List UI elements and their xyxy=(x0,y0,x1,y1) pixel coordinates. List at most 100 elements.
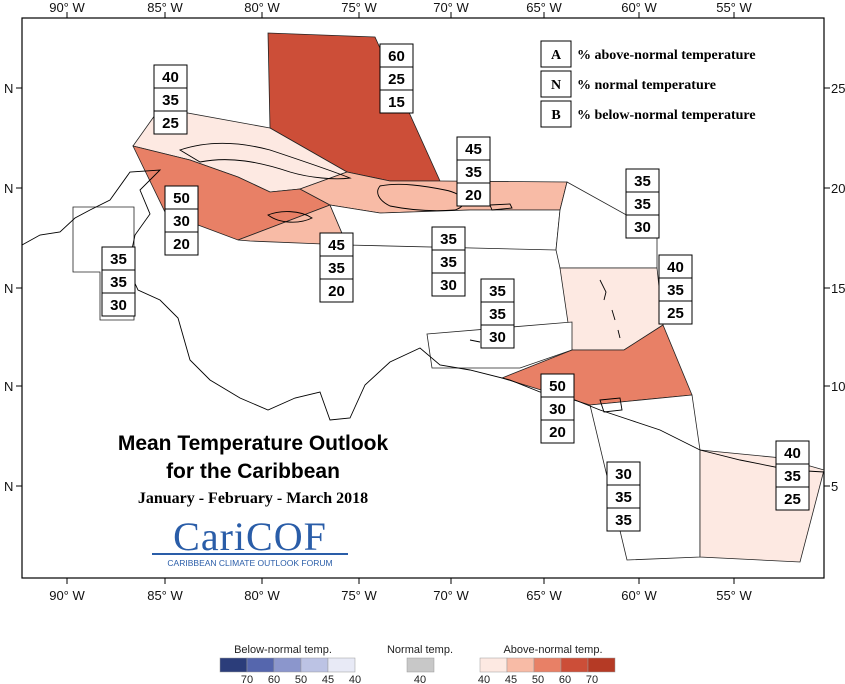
prob-normal: 35 xyxy=(440,254,457,271)
map-title: Mean Temperature Outlook xyxy=(118,432,389,455)
prob-stack-cuba-west: 40 35 25 xyxy=(153,64,188,135)
prob-below: 30 xyxy=(110,297,127,314)
key-text-below: % below-normal temperature xyxy=(577,108,756,123)
prob-stack-hispaniola-south: 35 35 30 xyxy=(431,226,466,297)
prob-stack-guyana: 30 35 35 xyxy=(606,461,641,532)
map-period: January - February - March 2018 xyxy=(138,490,368,507)
prob-cell-box xyxy=(379,89,414,114)
lon-label: 60° W xyxy=(621,0,657,15)
prob-above: 45 xyxy=(465,141,482,158)
prob-below: 20 xyxy=(328,283,345,300)
prob-cell-box xyxy=(153,110,188,135)
prob-above: 50 xyxy=(173,190,190,207)
title-block: Mean Temperature Outlook for the Caribbe… xyxy=(118,432,389,568)
prob-above: 45 xyxy=(328,237,345,254)
prob-above: 30 xyxy=(615,466,632,483)
prob-stack-trinidad: 50 30 20 xyxy=(540,373,575,444)
colorbar-below-swatch xyxy=(246,657,275,673)
lon-label: 75° W xyxy=(341,588,377,603)
lon-label: 65° W xyxy=(526,0,562,15)
colorbar-below-tick: 60 xyxy=(268,674,280,684)
prob-above: 40 xyxy=(667,259,684,276)
lon-labels-top: 90° W 85° W 80° W 75° W 70° W 65° W 60° … xyxy=(49,0,752,15)
prob-cell-box xyxy=(775,486,810,511)
prob-above: 35 xyxy=(634,173,651,190)
prob-cell-box xyxy=(164,231,199,256)
colorbar: Below-normal temp. Normal temp. Above-no… xyxy=(219,644,616,684)
lon-label: 70° W xyxy=(433,588,469,603)
colorbar-above-tick: 45 xyxy=(505,674,517,684)
lat-label: N xyxy=(4,379,13,394)
prob-below: 30 xyxy=(440,277,457,294)
prob-below: 30 xyxy=(634,219,651,236)
colorbar-above-swatch xyxy=(533,657,562,673)
prob-stack-cuba-east: 50 30 20 xyxy=(164,185,199,256)
key-letter-normal: N xyxy=(551,78,561,93)
prob-stack-bahamas: 60 25 15 xyxy=(379,43,414,114)
prob-stack-windward: 40 35 25 xyxy=(658,254,693,325)
prob-above: 35 xyxy=(440,231,457,248)
lon-label: 55° W xyxy=(716,0,752,15)
key-letter-above: A xyxy=(551,48,562,63)
prob-normal: 35 xyxy=(465,164,482,181)
prob-normal: 35 xyxy=(110,274,127,291)
colorbar-below-swatch xyxy=(300,657,329,673)
colorbar-below-tick: 40 xyxy=(349,674,361,684)
prob-cell-box xyxy=(480,324,515,349)
prob-below: 35 xyxy=(615,512,632,529)
lat-label: N xyxy=(4,181,13,196)
prob-cell-box xyxy=(456,182,491,207)
key-text-normal: % normal temperature xyxy=(577,78,716,93)
colorbar-below-tick: 45 xyxy=(322,674,334,684)
lon-label: 75° W xyxy=(341,0,377,15)
key-letter-below: B xyxy=(551,108,560,123)
lon-label: 70° W xyxy=(433,0,469,15)
prob-cell-box xyxy=(625,214,660,239)
probability-key: A N B % above-normal temperature % norma… xyxy=(540,40,756,128)
lat-label: 25 xyxy=(831,81,845,96)
prob-normal: 35 xyxy=(784,468,801,485)
prob-below: 15 xyxy=(388,94,405,111)
colorbar-below-swatch xyxy=(273,657,302,673)
prob-normal: 35 xyxy=(634,196,651,213)
prob-cell-box xyxy=(431,272,466,297)
colorbar-below-tick: 50 xyxy=(295,674,307,684)
lat-label: 5 xyxy=(831,479,838,494)
prob-cell-box xyxy=(606,507,641,532)
prob-normal: 35 xyxy=(489,306,506,323)
lat-label: 20 xyxy=(831,181,845,196)
lat-label: 15 xyxy=(831,281,845,296)
prob-normal: 25 xyxy=(388,71,405,88)
colorbar-below-title: Below-normal temp. xyxy=(234,644,332,656)
colorbar-above-title: Above-normal temp. xyxy=(503,644,602,656)
lat-label: N xyxy=(4,281,13,296)
colorbar-normal-title: Normal temp. xyxy=(387,644,453,656)
lat-label: 10 xyxy=(831,379,845,394)
prob-normal: 35 xyxy=(162,92,179,109)
prob-below: 20 xyxy=(465,187,482,204)
prob-normal: 35 xyxy=(328,260,345,277)
prob-cell-box xyxy=(319,278,354,303)
lat-labels-right: 25 20 15 10 5 xyxy=(831,81,845,494)
prob-normal: 35 xyxy=(667,282,684,299)
key-text-above: % above-normal temperature xyxy=(577,48,756,63)
prob-above: 40 xyxy=(784,445,801,462)
prob-above: 50 xyxy=(549,378,566,395)
colorbar-above-tick: 50 xyxy=(532,674,544,684)
colorbar-below-tick: 70 xyxy=(241,674,253,684)
lon-labels-bottom: 90° W 85° W 80° W 75° W 70° W 65° W 60° … xyxy=(49,588,752,603)
prob-cell-box xyxy=(540,419,575,444)
lat-label: N xyxy=(4,479,13,494)
lon-label: 85° W xyxy=(147,0,183,15)
prob-stack-suriname-guiana: 40 35 25 xyxy=(775,440,810,511)
lon-label: 65° W xyxy=(526,588,562,603)
prob-normal: 35 xyxy=(615,489,632,506)
colorbar-below-swatch xyxy=(219,657,248,673)
colorbar-above-swatch xyxy=(587,657,616,673)
lon-label: 55° W xyxy=(716,588,752,603)
lon-label: 90° W xyxy=(49,588,85,603)
prob-stack-leeward: 35 35 30 xyxy=(625,168,660,239)
caricof-fullname: CARIBBEAN CLIMATE OUTLOOK FORUM xyxy=(167,558,332,568)
colorbar-above-tick: 70 xyxy=(586,674,598,684)
